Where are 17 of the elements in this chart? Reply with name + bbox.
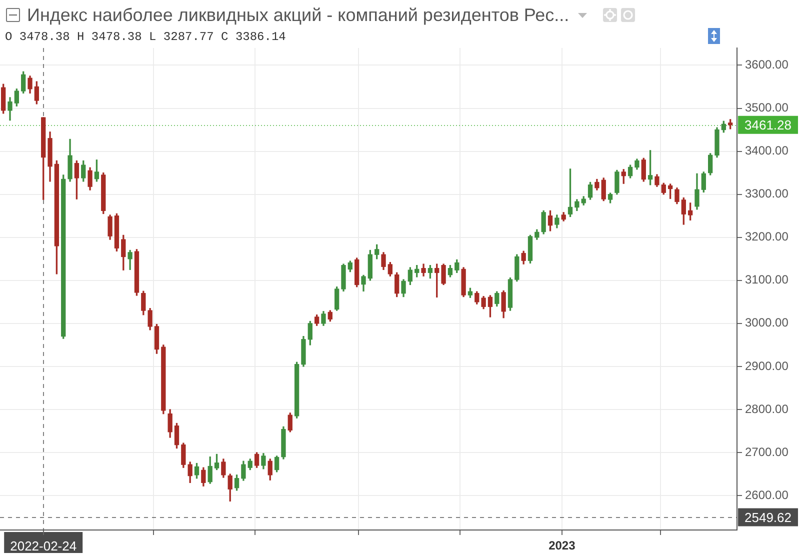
y-tick-label: 2600.00	[745, 488, 789, 502]
y-tick-label: 2700.00	[745, 444, 789, 459]
text: O 3478.38 H 3478.38 L 3287.77 C 3386.14	[5, 30, 286, 44]
y-tick-label: 3000.00	[745, 316, 789, 330]
y-tick-label: 3400.00	[745, 144, 789, 158]
y-tick-label: 3500.00	[745, 100, 789, 115]
y-tick-label: 2900.00	[745, 358, 789, 373]
x-tick-label: 2022-02-24	[10, 538, 77, 554]
ref-line-label: 2549.62	[744, 510, 792, 525]
y-tick-label: 3200.00	[745, 230, 789, 244]
y-tick-label: 3300.00	[745, 186, 789, 201]
y-tick-label: 2800.00	[745, 402, 789, 416]
y-tick-label: 3100.00	[745, 272, 789, 287]
y-tick-label: 3600.00	[745, 58, 789, 72]
ref-line-label: 3461.28	[744, 117, 792, 132]
chart-title: Индекс наиболее ликвидных акций - компаний резидентов Рес...	[27, 4, 570, 26]
x-tick-label: 2023	[548, 538, 576, 553]
